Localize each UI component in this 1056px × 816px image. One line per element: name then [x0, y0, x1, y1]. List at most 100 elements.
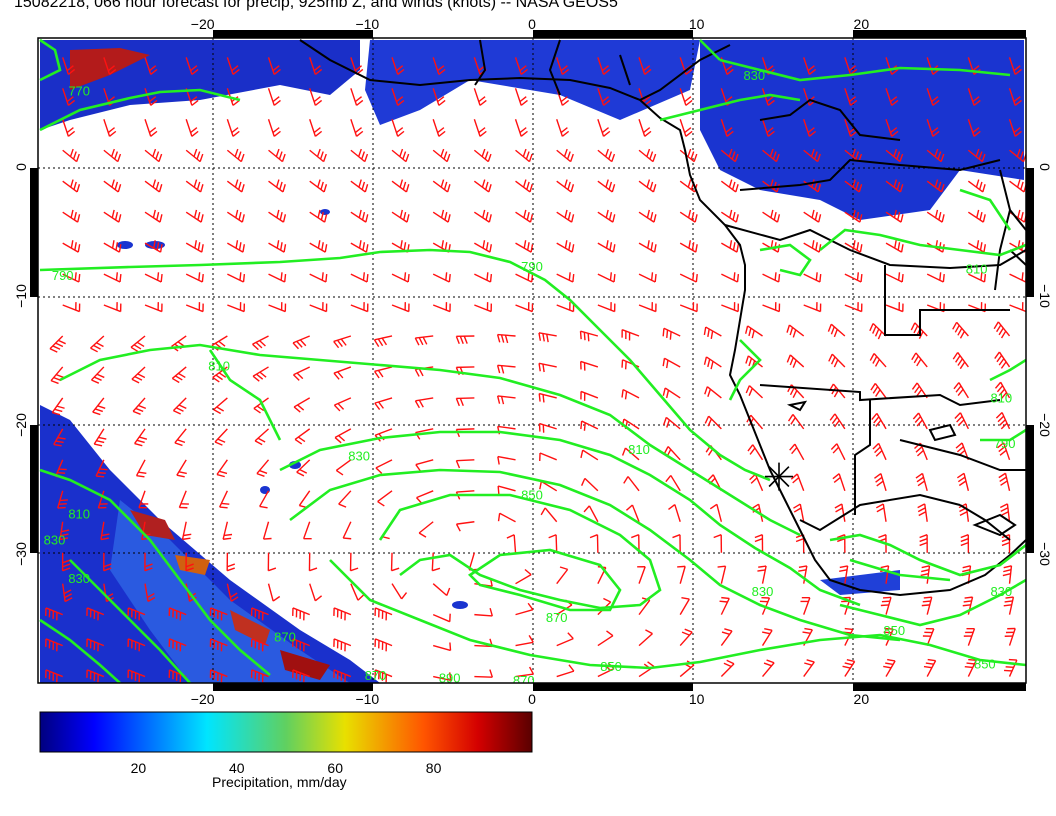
wind-barb — [638, 302, 657, 313]
wind-barb — [638, 57, 652, 75]
wind-barb — [252, 335, 269, 351]
wind-barb — [227, 302, 246, 313]
wind-barb — [704, 415, 722, 430]
wind-barb — [433, 642, 452, 652]
wind-barb — [130, 335, 146, 353]
wind-barb — [256, 459, 270, 477]
wind-barb — [668, 504, 681, 522]
wind-barb — [662, 416, 681, 430]
wind-barb — [433, 672, 452, 681]
wind-barb — [474, 302, 493, 313]
wind-barb — [62, 302, 81, 313]
wind-barb — [872, 442, 887, 461]
wind-barb — [45, 669, 63, 683]
wind-barb — [374, 607, 393, 621]
contour-label: 850 — [974, 656, 996, 671]
wind-barb — [390, 552, 400, 572]
wind-barb — [515, 179, 533, 193]
wind-barb — [995, 411, 1011, 430]
colorbar-label: Precipitation, mm/day — [212, 774, 347, 790]
wind-barb — [455, 459, 475, 469]
wind-barb — [209, 638, 228, 652]
wind-barb — [713, 534, 723, 553]
precip-colorbar — [39, 711, 533, 753]
wind-barb — [350, 272, 369, 283]
wind-barb — [497, 512, 516, 523]
wind-barb — [922, 627, 935, 646]
wind-barb — [497, 455, 516, 465]
wind-barb — [268, 302, 287, 313]
wind-barb — [721, 302, 740, 313]
wind-barb — [679, 88, 693, 106]
contour-label: 870 — [365, 668, 387, 683]
axis-tick-labels: −20 −20 −10 −10 0 0 10 10 20 20 0 0 −10 −10 −20 −20 −30 −… — [13, 16, 1053, 707]
wind-barb — [185, 119, 199, 137]
contour-label: 810 — [966, 262, 988, 277]
wind-barb — [172, 397, 187, 415]
precipitation-field — [40, 40, 1024, 683]
wind-barb — [883, 658, 896, 677]
wind-barb — [844, 88, 858, 106]
axis-tick-bars — [30, 30, 1034, 691]
contour-label: 850 — [883, 623, 905, 638]
wind-barb — [350, 148, 369, 163]
wind-barb — [86, 638, 105, 652]
wind-barb — [720, 628, 733, 647]
wind-barb — [1009, 302, 1026, 313]
contour-label: 870 — [274, 629, 296, 644]
wind-barb — [885, 179, 904, 193]
wind-barb — [538, 422, 557, 433]
wind-barb — [267, 57, 281, 75]
wind-barb — [90, 366, 105, 384]
wind-barb — [432, 583, 451, 597]
wind-barb — [556, 119, 570, 137]
wind-barb — [923, 658, 937, 677]
wind-barb — [432, 57, 446, 75]
wind-barb — [473, 179, 492, 193]
wind-barb — [869, 322, 887, 340]
wind-barb — [761, 659, 775, 677]
colorbar-tick: 40 — [229, 760, 245, 776]
wind-barb — [49, 335, 66, 353]
lat-tick-label-left: −10 — [13, 284, 29, 308]
wind-barb — [127, 669, 146, 683]
wind-barb — [834, 503, 846, 522]
wind-barb — [920, 565, 931, 584]
wind-barb — [638, 661, 655, 678]
wind-barb — [720, 209, 739, 223]
wind-barb — [391, 179, 410, 193]
wind-barb — [956, 472, 970, 491]
wind-barb — [514, 88, 528, 106]
wind-barb — [171, 366, 187, 384]
wind-barb — [829, 413, 846, 430]
wind-barb — [762, 148, 780, 163]
contour-label: 790 — [52, 268, 74, 283]
contour-label: 790 — [994, 436, 1016, 451]
wind-barb — [967, 179, 986, 193]
wind-barb — [579, 330, 599, 342]
map-title: 15082218, 066 hour forecast for precip, … — [14, 0, 618, 11]
lat-tick-label-right: −10 — [1037, 284, 1053, 308]
wind-barb — [786, 324, 805, 338]
wind-barb — [786, 354, 805, 368]
wind-barb — [754, 534, 764, 553]
wind-barb — [333, 397, 352, 412]
wind-barb — [431, 552, 441, 572]
wind-barb — [515, 209, 534, 223]
wind-barb — [800, 597, 811, 615]
wind-barb — [762, 302, 781, 313]
wind-barb — [93, 428, 107, 447]
wind-barb — [250, 638, 269, 652]
wind-barb — [704, 386, 722, 399]
wind-barb — [720, 119, 734, 137]
contour-label: 890 — [439, 671, 461, 686]
wind-barb — [803, 119, 817, 137]
wind-barb — [679, 272, 698, 283]
wind-barb — [638, 629, 653, 647]
wind-barb — [538, 392, 557, 403]
wind-barb — [720, 179, 739, 193]
wind-barb — [214, 428, 228, 446]
wind-barb — [679, 119, 693, 137]
wind-barb — [761, 119, 775, 137]
